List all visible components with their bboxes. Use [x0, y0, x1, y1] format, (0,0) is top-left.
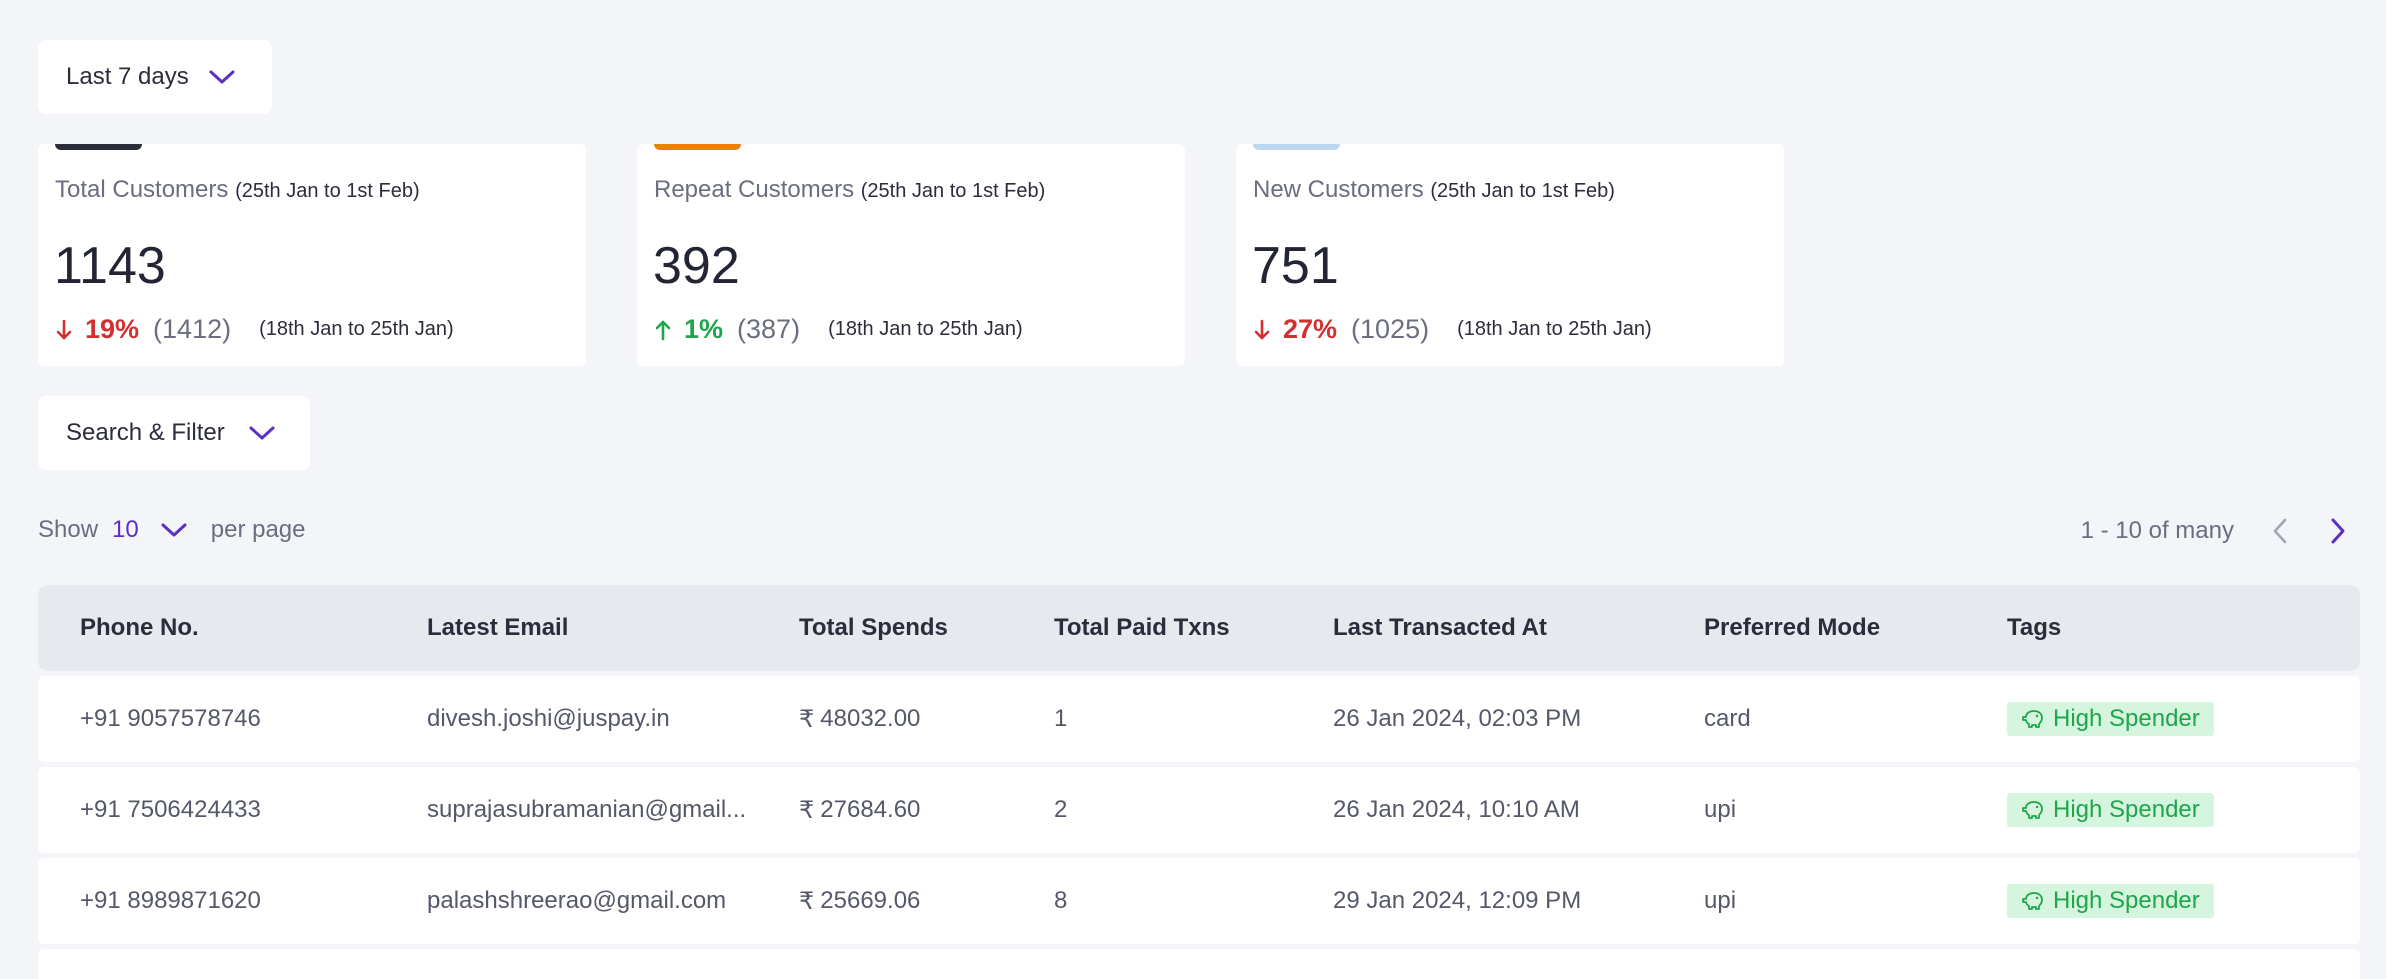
tag-badge: High Spender	[2007, 702, 2214, 736]
rupee-symbol: ₹	[799, 887, 815, 915]
card-accent-bar	[654, 144, 741, 150]
txns-cell: 2	[1054, 796, 1068, 823]
arrow-down-icon	[1253, 319, 1271, 341]
email-cell: divesh.joshi@juspay.in	[427, 705, 670, 732]
rupee-symbol: ₹	[799, 705, 815, 733]
piggy-bank-icon	[2021, 708, 2045, 730]
kpi-card-new-customers: New Customers (25th Jan to 1st Feb) 751 …	[1236, 144, 1784, 366]
arrow-up-icon	[654, 319, 672, 341]
per-page-control: Show 10 per page	[38, 516, 306, 544]
change-percent: 27%	[1283, 314, 1338, 344]
previous-range: (18th Jan to 25th Jan)	[828, 318, 1023, 340]
search-filter-label: Search & Filter	[66, 419, 225, 446]
table-row[interactable]: +91 9057578746 divesh.joshi@juspay.in ₹4…	[38, 676, 2360, 762]
show-label: Show	[38, 516, 99, 543]
previous-value: (387)	[737, 314, 801, 344]
card-title: New Customers (25th Jan to 1st Feb)	[1253, 176, 1615, 203]
card-delta: 1% (387) (18th Jan to 25th Jan)	[654, 314, 1023, 345]
rupee-symbol: ₹	[799, 796, 815, 824]
piggy-bank-icon	[2021, 890, 2045, 912]
chevron-down-icon	[247, 423, 277, 443]
email-cell: suprajasubramanian@gmail...	[427, 796, 747, 823]
column-header[interactable]: Latest Email	[427, 614, 569, 641]
phone-cell: +91 9057578746	[80, 705, 261, 732]
last-transacted-cell: 26 Jan 2024, 10:10 AM	[1333, 796, 1580, 823]
change-percent: 19%	[85, 314, 140, 344]
table-row[interactable]: +91 7506424433 suprajasubramanian@gmail.…	[38, 767, 2360, 853]
card-value: 751	[1252, 237, 1339, 295]
chevron-left-icon[interactable]	[2270, 516, 2290, 546]
chevron-down-icon[interactable]	[159, 520, 189, 540]
tag-badge: High Spender	[2007, 884, 2214, 918]
per-page-label: per page	[210, 516, 306, 543]
date-range-dropdown[interactable]: Last 7 days	[38, 40, 272, 114]
search-filter-dropdown[interactable]: Search & Filter	[38, 396, 310, 470]
tags-cell: High Spender	[2007, 858, 2214, 944]
column-header[interactable]: Phone No.	[80, 614, 199, 641]
last-transacted-cell: 26 Jan 2024, 02:03 PM	[1333, 705, 1582, 732]
chevron-down-icon	[207, 67, 237, 87]
previous-value: (1412)	[153, 314, 232, 344]
card-accent-bar	[1253, 144, 1340, 150]
spends-cell: ₹48032.00	[799, 705, 921, 733]
tag-badge: High Spender	[2007, 793, 2214, 827]
mode-cell: upi	[1704, 887, 1737, 914]
card-delta: 27% (1025) (18th Jan to 25th Jan)	[1253, 314, 1652, 345]
previous-value: (1025)	[1351, 314, 1430, 344]
column-header[interactable]: Total Paid Txns	[1054, 614, 1230, 641]
per-page-select[interactable]: 10	[112, 516, 139, 543]
column-header[interactable]: Last Transacted At	[1333, 614, 1547, 641]
kpi-card-total-customers: Total Customers (25th Jan to 1st Feb) 11…	[38, 144, 586, 366]
email-cell: palashshreerao@gmail.com	[427, 887, 727, 914]
change-percent: 1%	[684, 314, 724, 344]
spends-cell: ₹27684.60	[799, 796, 921, 824]
card-title: Repeat Customers (25th Jan to 1st Feb)	[654, 176, 1046, 203]
card-delta: 19% (1412) (18th Jan to 25th Jan)	[55, 314, 454, 345]
column-header[interactable]: Total Spends	[799, 614, 948, 641]
phone-cell: +91 7506424433	[80, 796, 261, 823]
previous-range: (18th Jan to 25th Jan)	[1457, 318, 1652, 340]
card-accent-bar	[55, 144, 142, 150]
piggy-bank-icon	[2021, 799, 2045, 821]
table-header: Phone No. Latest Email Total Spends Tota…	[38, 585, 2360, 671]
chevron-right-icon[interactable]	[2328, 516, 2348, 546]
date-range-label: Last 7 days	[66, 63, 189, 90]
table-row[interactable]: +91 8989871620 palashshreerao@gmail.com …	[38, 858, 2360, 944]
column-header[interactable]: Tags	[2007, 614, 2062, 641]
column-header[interactable]: Preferred Mode	[1704, 614, 1881, 641]
tags-cell: High Spender	[2007, 676, 2214, 762]
card-title: Total Customers (25th Jan to 1st Feb)	[55, 176, 420, 203]
pagination: 1 - 10 of many	[2081, 516, 2348, 546]
arrow-down-icon	[55, 319, 73, 341]
spends-cell: ₹25669.06	[799, 887, 921, 915]
txns-cell: 1	[1054, 705, 1068, 732]
mode-cell: card	[1704, 705, 1751, 732]
card-value: 392	[653, 237, 740, 295]
kpi-card-repeat-customers: Repeat Customers (25th Jan to 1st Feb) 3…	[637, 144, 1185, 366]
txns-cell: 8	[1054, 887, 1068, 914]
customers-table: Phone No. Latest Email Total Spends Tota…	[38, 585, 2360, 979]
previous-range: (18th Jan to 25th Jan)	[259, 318, 454, 340]
card-value: 1143	[54, 237, 166, 295]
mode-cell: upi	[1704, 796, 1737, 823]
page-range-text: 1 - 10 of many	[2080, 517, 2234, 544]
last-transacted-cell: 29 Jan 2024, 12:09 PM	[1333, 887, 1582, 914]
phone-cell: +91 8989871620	[80, 887, 261, 914]
table-row-partial[interactable]	[38, 949, 2360, 979]
tags-cell: High Spender	[2007, 767, 2214, 853]
